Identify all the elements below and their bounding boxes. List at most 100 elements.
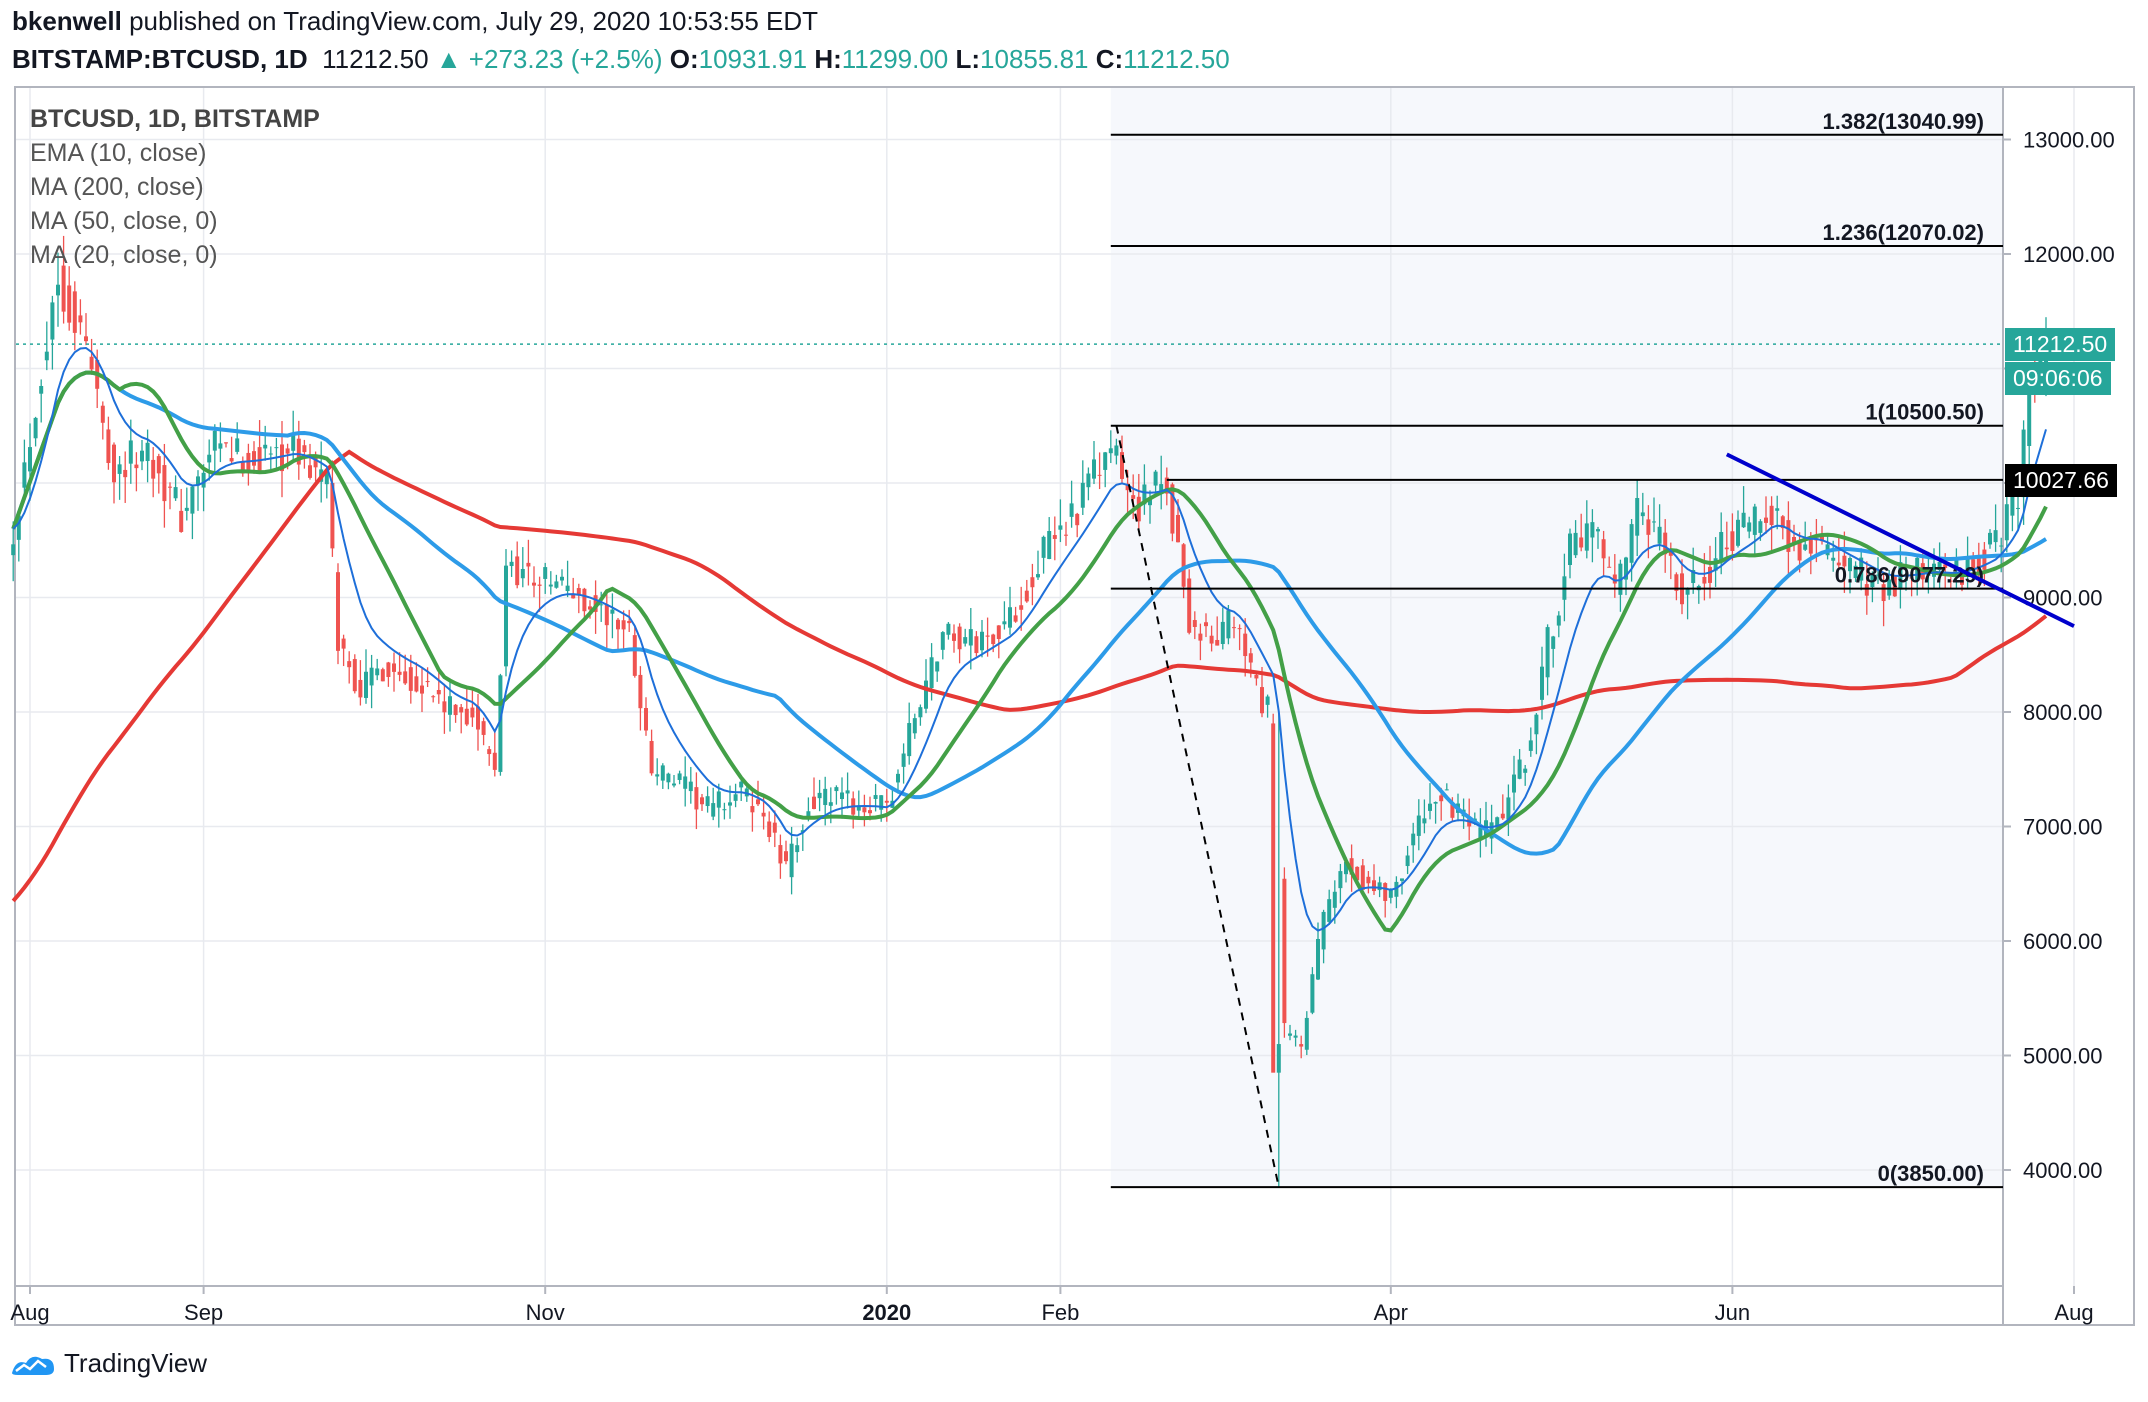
candle-body xyxy=(1316,938,1320,980)
candle-body xyxy=(16,515,21,540)
candle-body xyxy=(1198,633,1203,641)
candle-body xyxy=(778,845,783,864)
x-tick-label: 2020 xyxy=(862,1300,911,1325)
publisher-name[interactable]: bkenwell xyxy=(12,6,122,36)
candle-body xyxy=(207,454,212,463)
candle-body xyxy=(1568,533,1572,566)
candle-body xyxy=(1820,536,1824,542)
candle-body xyxy=(520,568,525,579)
candle-body xyxy=(582,588,587,612)
candle-body xyxy=(224,442,228,444)
legend-ma50[interactable]: MA (50, close, 0) xyxy=(30,207,218,235)
candle-body xyxy=(268,453,273,455)
candle-body xyxy=(560,576,564,581)
chart-frame xyxy=(14,86,2135,1326)
legend-ema10[interactable]: EMA (10, close) xyxy=(30,139,207,167)
candle-body xyxy=(156,456,161,474)
candle-body xyxy=(1887,579,1892,596)
candle-body xyxy=(1848,558,1852,572)
candle-body xyxy=(330,482,335,549)
candle-body xyxy=(1853,565,1858,579)
candle-body xyxy=(1663,532,1668,555)
candle-body xyxy=(1232,627,1236,629)
candle-body xyxy=(929,657,934,689)
candle-body xyxy=(1433,801,1438,804)
candle-body xyxy=(184,507,189,511)
candle-body xyxy=(823,788,828,806)
candle-body xyxy=(767,821,772,838)
candle-body xyxy=(840,792,844,800)
candle-body xyxy=(1411,833,1416,846)
candle-body xyxy=(537,584,542,586)
candle-body xyxy=(1904,579,1908,581)
candle-body xyxy=(100,405,105,423)
legend-ma20[interactable]: MA (20, close, 0) xyxy=(30,241,218,269)
brand-footer[interactable]: TradingView xyxy=(10,1348,207,1379)
candle-body xyxy=(924,680,928,709)
ma20-line xyxy=(11,370,2048,933)
candle-body xyxy=(688,781,693,792)
candle-body xyxy=(677,773,682,780)
candle-body xyxy=(1008,607,1012,628)
candle-body xyxy=(1607,566,1612,568)
candle-body xyxy=(1058,525,1063,530)
candle-body xyxy=(806,811,811,820)
open-value: 10931.91 xyxy=(698,44,808,74)
candle-body xyxy=(168,486,172,488)
candle-body xyxy=(140,450,144,462)
candle-body xyxy=(1573,532,1578,556)
candle-body xyxy=(1092,459,1096,479)
candle-body xyxy=(1719,532,1724,563)
candle-body xyxy=(1674,574,1679,591)
candle-body xyxy=(515,556,520,586)
candle-body xyxy=(1646,519,1651,535)
candle-body xyxy=(1321,911,1326,950)
candle-body xyxy=(576,588,581,596)
candle-body xyxy=(1422,818,1427,824)
candle-body xyxy=(1024,590,1029,602)
candle-body xyxy=(235,438,240,452)
bar-countdown-tag: 09:06:06 xyxy=(2005,362,2111,396)
candle-body xyxy=(44,351,49,361)
candle-body xyxy=(112,444,116,483)
candle-body xyxy=(980,631,984,651)
candle-body xyxy=(1248,653,1253,663)
candle-body xyxy=(72,291,77,333)
candle-body xyxy=(392,663,396,672)
candle-body xyxy=(1685,588,1690,595)
candle-body xyxy=(1064,534,1068,536)
candle-body xyxy=(1254,674,1259,679)
candle-body xyxy=(173,487,178,499)
y-tick-label: 13000.00 xyxy=(2023,128,2115,153)
candle-body xyxy=(1344,861,1348,875)
candle-body xyxy=(733,794,738,801)
candle-body xyxy=(1030,577,1035,588)
candle-body xyxy=(1360,865,1365,890)
candle-body xyxy=(179,510,184,532)
candle-body xyxy=(296,438,301,465)
candle-body xyxy=(364,671,368,698)
candle-body xyxy=(1932,563,1936,577)
candle-body xyxy=(655,774,660,777)
candle-body xyxy=(632,635,637,676)
candle-body xyxy=(974,636,979,654)
up-arrow-icon: ▲ xyxy=(435,44,462,74)
candle-body xyxy=(750,806,755,813)
candle-body xyxy=(565,585,570,592)
x-tick-label: Feb xyxy=(1041,1300,1079,1325)
candle-body xyxy=(1545,627,1550,678)
candle-body xyxy=(638,674,643,709)
candle-body xyxy=(476,706,480,730)
level-price-tag: 10027.66 xyxy=(2005,463,2117,497)
legend-symbol[interactable]: BTCUSD, 1D, BITSTAMP xyxy=(30,105,320,133)
y-tick-label: 5000.00 xyxy=(2023,1044,2103,1069)
candle-body xyxy=(386,662,391,678)
candle-body xyxy=(1383,883,1388,901)
candle-body xyxy=(229,458,234,462)
candle-body xyxy=(1708,566,1712,583)
candle-body xyxy=(1450,804,1455,818)
legend-ma200[interactable]: MA (200, close) xyxy=(30,173,204,201)
candle-body xyxy=(1988,532,1992,545)
candle-body xyxy=(280,444,284,472)
